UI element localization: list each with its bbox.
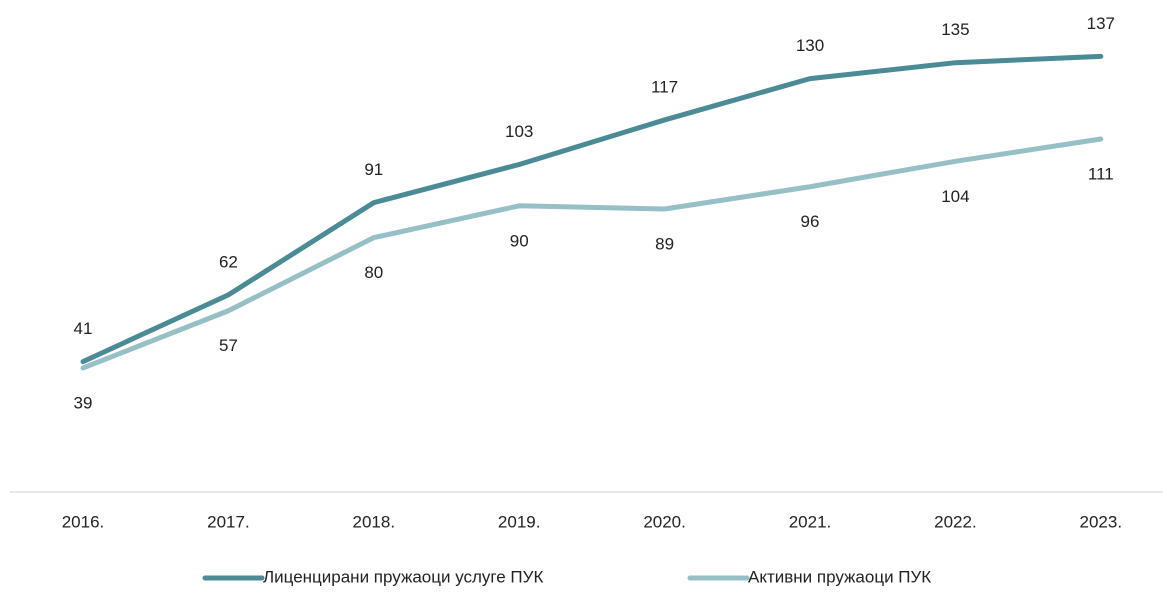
data-label: 103 <box>505 122 533 141</box>
data-label: 57 <box>219 336 238 355</box>
x-tick-label: 2019. <box>498 512 541 531</box>
data-label: 135 <box>941 20 969 39</box>
data-label: 117 <box>651 77 678 96</box>
x-tick-label: 2020. <box>643 512 686 531</box>
x-tick-label: 2023. <box>1080 512 1123 531</box>
x-tick-label: 2018. <box>353 512 396 531</box>
data-label: 96 <box>801 212 820 231</box>
data-label: 130 <box>796 36 824 55</box>
x-tick-label: 2022. <box>934 512 977 531</box>
data-label: 62 <box>219 252 238 271</box>
x-tick-label: 2016. <box>62 512 105 531</box>
data-label: 137 <box>1087 14 1115 33</box>
data-label: 111 <box>1088 165 1114 184</box>
x-tick-label: 2017. <box>207 512 250 531</box>
series-line <box>80 53 1104 365</box>
data-label: 90 <box>510 231 529 250</box>
data-label: 41 <box>74 319 93 338</box>
data-label: 91 <box>364 160 383 179</box>
data-label: 89 <box>655 234 674 253</box>
x-tick-label: 2021. <box>789 512 832 531</box>
data-label: 39 <box>74 393 93 412</box>
series-line <box>80 136 1104 371</box>
legend-label: Лиценцирани пружаоци услуге ПУК <box>263 567 543 586</box>
legend-label: Активни пружаоци ПУК <box>748 567 931 586</box>
data-label: 104 <box>941 187 969 206</box>
data-label: 80 <box>364 263 383 282</box>
